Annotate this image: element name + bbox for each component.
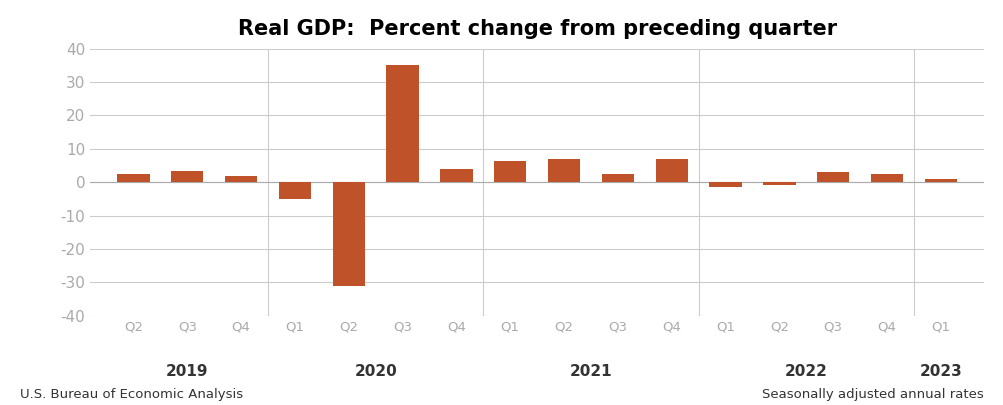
Title: Real GDP:  Percent change from preceding quarter: Real GDP: Percent change from preceding …	[238, 19, 835, 39]
Bar	[171, 171, 204, 182]
Bar	[924, 179, 956, 182]
Bar	[439, 169, 472, 182]
Bar	[493, 160, 526, 182]
Bar	[117, 174, 149, 182]
Bar	[655, 159, 687, 182]
Bar	[225, 176, 257, 182]
Text: 2019: 2019	[165, 364, 209, 379]
Bar	[332, 182, 364, 286]
Bar	[816, 172, 849, 182]
Text: 2020: 2020	[354, 364, 396, 379]
Bar	[762, 182, 794, 185]
Text: Seasonally adjusted annual rates: Seasonally adjusted annual rates	[761, 388, 983, 401]
Text: 2023: 2023	[919, 364, 961, 379]
Bar	[870, 174, 903, 182]
Text: U.S. Bureau of Economic Analysis: U.S. Bureau of Economic Analysis	[20, 388, 243, 401]
Text: 2021: 2021	[569, 364, 612, 379]
Bar	[601, 174, 634, 182]
Bar	[386, 65, 418, 182]
Bar	[548, 159, 580, 182]
Bar	[709, 182, 741, 187]
Text: 2022: 2022	[784, 364, 826, 379]
Bar	[279, 182, 311, 199]
